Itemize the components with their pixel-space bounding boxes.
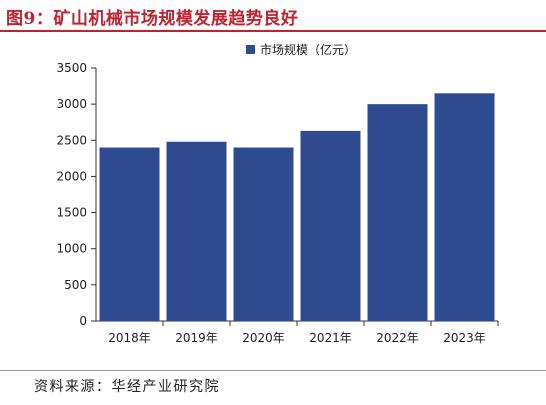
x-tick-label: 2019年 <box>175 331 218 345</box>
legend-swatch <box>246 45 255 54</box>
bar <box>300 130 361 321</box>
bar <box>233 147 294 321</box>
x-tick-label: 2018年 <box>108 331 151 345</box>
y-tick-label: 2500 <box>56 133 87 147</box>
source-note: 资料来源：华经产业研究院 <box>34 376 220 396</box>
legend-label: 市场规模（亿元） <box>260 42 356 57</box>
bar <box>99 147 160 321</box>
y-tick-label: 2000 <box>56 169 87 183</box>
y-tick-label: 3000 <box>56 97 87 111</box>
x-tick-label: 2023年 <box>443 331 486 345</box>
bar-chart: 0 500 1000 1500 2000 2500 3000 3500 2018年 2019年 20… <box>56 42 499 345</box>
source-divider <box>0 370 546 371</box>
bar <box>434 93 495 321</box>
bar <box>166 141 227 321</box>
y-tick-label: 1500 <box>56 206 87 220</box>
x-tick-label: 2020年 <box>242 331 285 345</box>
bar <box>367 104 428 322</box>
figure-title: 图9：矿山机械市场规模发展趋势良好 <box>6 9 299 29</box>
source-text: 华经产业研究院 <box>111 379 220 395</box>
y-tick-label: 500 <box>64 278 87 292</box>
x-tick-label: 2022年 <box>376 331 419 345</box>
y-tick-label: 3500 <box>56 61 87 75</box>
y-tick-label: 0 <box>79 314 87 328</box>
x-tick-label: 2021年 <box>309 331 352 345</box>
y-tick-label: 1000 <box>56 242 87 256</box>
title-divider <box>0 30 546 32</box>
source-label: 资料来源： <box>34 379 112 395</box>
